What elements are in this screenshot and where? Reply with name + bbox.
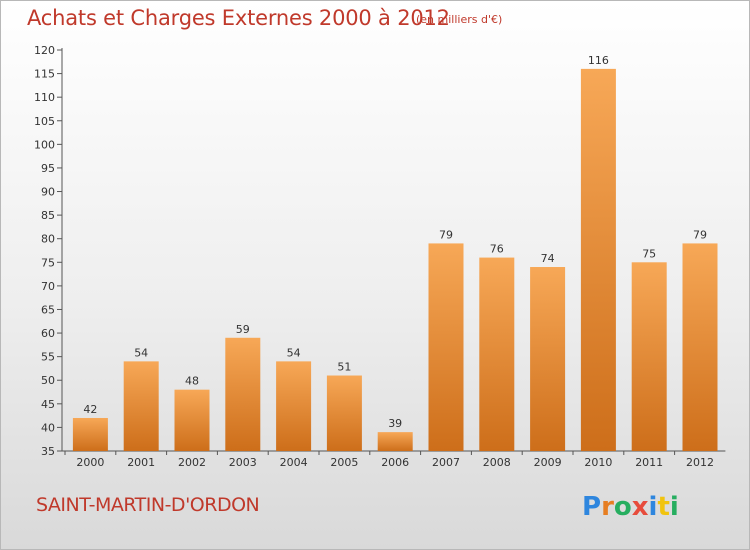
logo-letter: i — [670, 492, 679, 522]
bar — [326, 375, 362, 451]
y-tick-label: 85 — [41, 209, 55, 222]
y-tick-label: 80 — [41, 233, 55, 246]
bar — [276, 361, 312, 451]
logo-letter: t — [657, 492, 669, 522]
x-tick-label: 2001 — [127, 456, 155, 469]
chart-subtitle: (en milliers d'€) — [416, 13, 503, 26]
x-tick-label: 2008 — [483, 456, 511, 469]
data-label: 54 — [287, 346, 301, 359]
data-label: 51 — [337, 361, 351, 374]
x-tick-label: 2000 — [76, 456, 104, 469]
y-tick-label: 115 — [34, 68, 55, 81]
bars — [72, 68, 718, 451]
bar — [631, 262, 667, 451]
x-tick-label: 2011 — [635, 456, 663, 469]
data-label: 74 — [541, 252, 555, 265]
bar — [72, 417, 108, 451]
bar — [174, 389, 210, 451]
x-tick-label: 2006 — [381, 456, 409, 469]
logo-letter: i — [649, 492, 658, 522]
bar — [682, 243, 718, 451]
data-label: 42 — [83, 403, 97, 416]
y-tick-label: 75 — [41, 256, 55, 269]
x-tick-label: 2010 — [584, 456, 612, 469]
proxiti-logo-text: Proxiti — [582, 492, 679, 522]
data-label: 76 — [490, 243, 504, 256]
town-name: SAINT-MARTIN-D'ORDON — [36, 494, 260, 516]
x-tick-label: 2005 — [330, 456, 358, 469]
y-tick-label: 120 — [34, 44, 55, 57]
bar — [225, 337, 261, 451]
y-tick-label: 40 — [41, 421, 55, 434]
y-tick-label: 105 — [34, 115, 55, 128]
x-tick-label: 2003 — [229, 456, 257, 469]
y-tick-label: 70 — [41, 280, 55, 293]
logo-letter: o — [614, 492, 632, 522]
data-label: 75 — [642, 247, 656, 260]
bar — [580, 68, 616, 451]
data-label: 79 — [439, 228, 453, 241]
y-tick-label: 45 — [41, 398, 55, 411]
logo-letter: P — [582, 492, 601, 522]
bar — [123, 361, 159, 451]
y-tick-label: 65 — [41, 303, 55, 316]
x-tick-label: 2004 — [280, 456, 308, 469]
y-tick-label: 55 — [41, 351, 55, 364]
axes: 35 40 45 50 55 60 65 70 75 80 85 90 95 100 105 110 115 12… — [34, 44, 726, 458]
x-tick-label: 2012 — [686, 456, 714, 469]
y-tick-label: 35 — [41, 445, 55, 458]
x-tick-label: 2007 — [432, 456, 460, 469]
data-label: 48 — [185, 375, 199, 388]
data-label: 116 — [588, 54, 609, 67]
bar — [530, 267, 566, 451]
proxiti-logo: Proxiti — [582, 492, 679, 522]
data-label: 54 — [134, 346, 148, 359]
y-tick-label: 50 — [41, 374, 55, 387]
x-tick-label: 2009 — [534, 456, 562, 469]
logo-letter: x — [632, 492, 649, 522]
y-tick-label: 110 — [34, 91, 55, 104]
data-label: 79 — [693, 228, 707, 241]
bar — [479, 257, 515, 451]
y-tick-label: 100 — [34, 138, 55, 151]
x-tick-label: 2002 — [178, 456, 206, 469]
labels: 42 2000 54 2001 48 2002 59 2003 54 2004 51 2005 39 20… — [76, 54, 714, 469]
y-tick-label: 95 — [41, 162, 55, 175]
chart-title: Achats et Charges Externes 2000 à 2012 — [27, 6, 450, 30]
data-label: 39 — [388, 417, 402, 430]
logo-letter: r — [601, 492, 614, 522]
data-label: 59 — [236, 323, 250, 336]
bar — [428, 243, 464, 451]
y-tick-label: 90 — [41, 186, 55, 199]
y-tick-label: 60 — [41, 327, 55, 340]
bar — [377, 432, 413, 451]
